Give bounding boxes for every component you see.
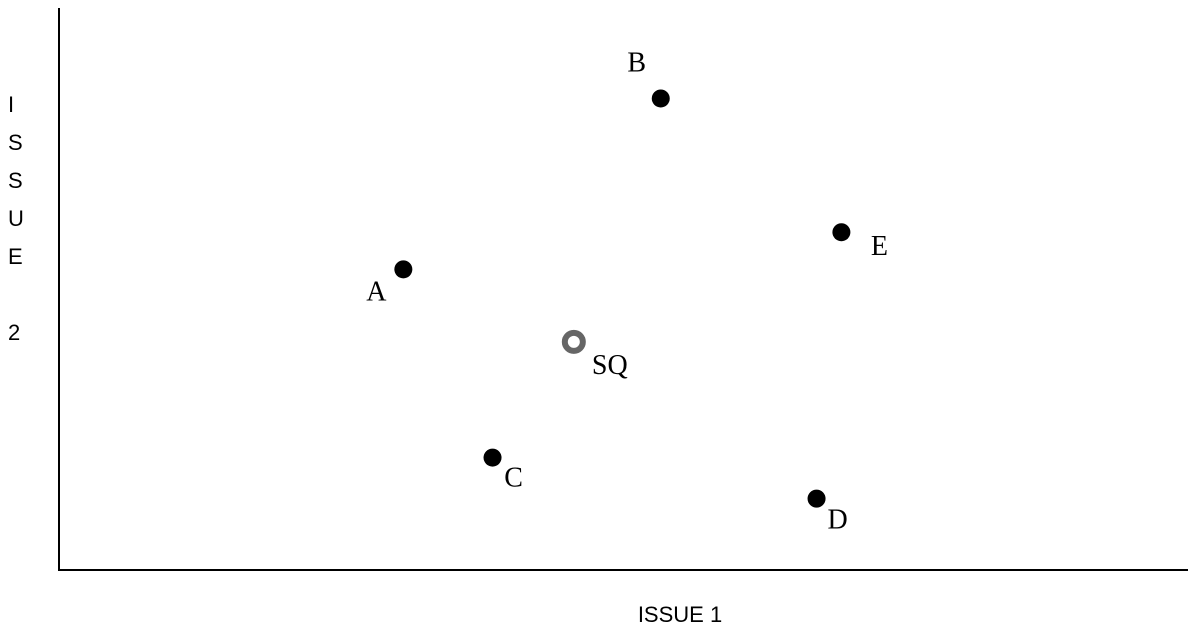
point-e-marker [832,223,851,242]
point-d-marker [807,489,826,508]
y-axis-title-char: S [8,130,23,155]
point-d-label: D [827,505,847,536]
y-axis-title-char: 2 [8,320,21,345]
point-b-marker [651,89,670,108]
points-layer: A B C D E SQ [366,47,888,535]
point-sq-marker [561,329,586,354]
y-axis-title-char: E [8,244,23,269]
y-axis-title-char: S [8,168,23,193]
point-e-label: E [871,231,888,262]
point-sq-label: SQ [592,350,628,381]
point-b-label: B [627,47,646,78]
point-c-label: C [504,463,523,494]
point-c-marker [483,448,502,467]
x-axis-title: ISSUE 1 [638,602,722,626]
y-axis-title-char: U [8,206,24,231]
point-a-marker [394,260,413,279]
point-a-label: A [366,276,387,307]
y-axis-title-char: I [8,92,15,117]
